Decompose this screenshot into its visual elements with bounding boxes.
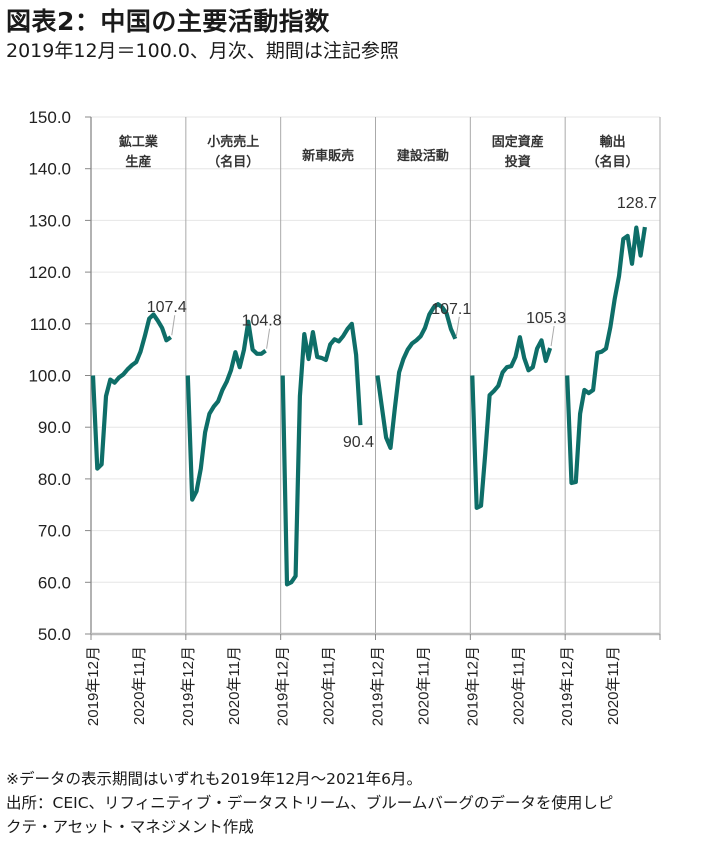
annotation-leader — [455, 316, 460, 337]
y-tick-label: 60.0 — [38, 573, 71, 592]
panel-separators — [185, 117, 661, 634]
x-tick-label: 2020年11月 — [321, 646, 338, 725]
y-tick-label: 50.0 — [38, 625, 71, 644]
series-lines — [90, 225, 647, 587]
x-tick-label: 2019年12月 — [275, 646, 292, 726]
x-tick-label: 2019年12月 — [464, 646, 481, 726]
annotation-leader — [266, 328, 271, 349]
end-annotations: 107.4 104.8 90.4 107.1 105.3 128.7 — [147, 195, 657, 451]
x-tick-label: 2020年11月 — [226, 646, 243, 725]
panel-label: 新車販売 — [302, 148, 354, 164]
series-line-4 — [470, 335, 553, 510]
y-tick-label: 70.0 — [38, 522, 71, 541]
annotation-leader — [550, 326, 555, 347]
x-tick-label: 2019年12月 — [85, 646, 102, 726]
y-tick-label: 150.0 — [28, 108, 71, 127]
panel-label: 小売売上 — [207, 134, 259, 150]
panel-label: 固定資産 — [492, 134, 544, 150]
end-value-label: 90.4 — [343, 434, 374, 451]
panel-label: 建設活動 — [397, 148, 449, 164]
y-tick-label: 80.0 — [38, 470, 71, 489]
x-tick-label: 2020年11月 — [510, 646, 527, 725]
axes: 50.0 60.0 70.0 80.0 90.0 100.0 110.0 120.0 130.0… — [28, 108, 661, 726]
end-value-label: 128.7 — [617, 195, 657, 212]
end-value-label: 104.8 — [242, 313, 282, 330]
series-line-0 — [90, 312, 173, 471]
series-line-3 — [375, 302, 458, 450]
panel-label: 輸出 — [600, 134, 626, 150]
footnote-source-2: クテ・アセット・マネジメント作成 — [6, 818, 254, 836]
y-tick-label: 110.0 — [30, 315, 71, 334]
panel-label: （名目） — [587, 154, 639, 170]
panel-label: 鉱工業 — [119, 134, 159, 150]
end-value-label: 107.4 — [147, 299, 187, 316]
panel-label: （名目） — [207, 154, 259, 170]
chart-area: 50.0 60.0 70.0 80.0 90.0 100.0 110.0 120.0 130.0… — [28, 108, 661, 726]
x-tick-label: 2020年11月 — [131, 646, 148, 725]
chart-subtitle: 2019年12月＝100.0、月次、期間は注記参照 — [6, 40, 399, 62]
footnote-period: ※データの表示期間はいずれも2019年12月～2021年6月。 — [6, 770, 422, 788]
end-value-label: 107.1 — [431, 301, 471, 318]
y-tick-label: 90.0 — [38, 418, 71, 437]
y-tick-label: 100.0 — [28, 367, 71, 386]
x-tick-label: 2020年11月 — [605, 646, 622, 725]
y-tick-label: 120.0 — [28, 263, 71, 282]
series-line-2 — [280, 321, 363, 587]
x-tick-label: 2019年12月 — [559, 646, 576, 726]
panel-label: 投資 — [505, 154, 531, 170]
panel-label: 生産 — [125, 154, 151, 170]
annotation-leader — [171, 315, 176, 336]
footnote-source-1: 出所：CEIC、リフィニティブ・データストリーム、ブルームバーグのデータを使用し… — [6, 794, 614, 812]
series-line-1 — [185, 319, 267, 502]
x-tick-label: 2019年12月 — [180, 646, 197, 726]
end-value-label: 105.3 — [526, 310, 566, 327]
x-tick-label: 2020年11月 — [416, 646, 433, 725]
x-tick-label: 2019年12月 — [370, 646, 387, 726]
y-tick-label: 130.0 — [28, 211, 71, 230]
chart-title: 図表2：中国の主要活動指数 — [6, 7, 330, 36]
series-line-5 — [565, 225, 647, 486]
y-tick-label: 140.0 — [28, 160, 71, 179]
